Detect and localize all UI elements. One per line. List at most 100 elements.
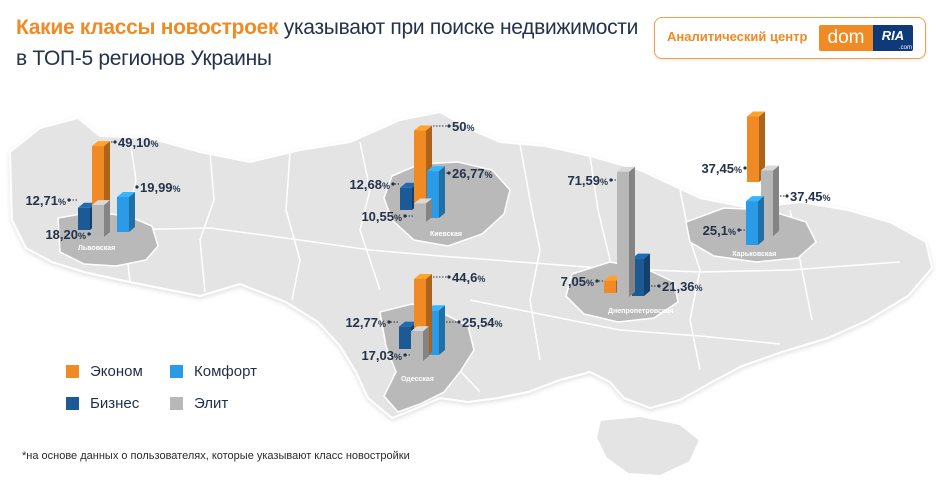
bar-front-odesa-elite bbox=[411, 331, 423, 361]
bar-top-kharkiv-econom bbox=[747, 111, 765, 117]
value-label-kyiv-econom: 50% bbox=[433, 119, 474, 134]
bar-top-odesa-econom bbox=[414, 273, 432, 279]
leader-dot-odesa-econom bbox=[447, 275, 451, 279]
bar-kharkiv-comfort bbox=[746, 196, 764, 245]
value-text-kyiv-econom: 50% bbox=[452, 119, 474, 134]
chart-title: Какие классы новостроек указывают при по… bbox=[16, 12, 638, 74]
legend-swatch-econom bbox=[66, 365, 79, 378]
value-text-odesa-econom: 44,6% bbox=[452, 270, 485, 285]
value-label-lviv-comfort: 19,99% bbox=[135, 180, 181, 195]
value-label-dnipro-econom: 7,05% bbox=[561, 274, 603, 289]
value-label-odesa-business: 12,77% bbox=[345, 315, 398, 330]
value-label-odesa-comfort: 25,54% bbox=[446, 315, 503, 330]
leader-dot-kharkiv-comfort bbox=[737, 228, 741, 232]
value-label-odesa-elite: 17,03% bbox=[361, 348, 410, 363]
bar-top-kharkiv-comfort bbox=[746, 196, 764, 202]
value-text-lviv-business: 12,71% bbox=[25, 193, 66, 208]
value-text-odesa-elite: 17,03% bbox=[361, 348, 402, 363]
value-text-dnipro-econom: 7,05% bbox=[561, 274, 594, 289]
value-text-dnipro-elite: 71,59% bbox=[567, 173, 608, 188]
value-label-kharkiv-econom: 37,45% bbox=[701, 161, 747, 176]
value-text-kharkiv-elite: 37,45% bbox=[790, 189, 831, 204]
ukraine-outline bbox=[8, 110, 934, 420]
bar-top-dnipro-business bbox=[632, 253, 650, 259]
crimea bbox=[594, 414, 702, 478]
bar-front-kharkiv-econom bbox=[747, 116, 759, 182]
bar-top-lviv-business bbox=[78, 202, 96, 208]
legend-label-business: Бизнес bbox=[90, 395, 140, 412]
value-text-kharkiv-comfort: 25,1% bbox=[703, 223, 736, 238]
bar-top-kharkiv-elite bbox=[761, 165, 779, 171]
leader-dot-odesa-business bbox=[387, 320, 391, 324]
bar-top-lviv-elite bbox=[92, 200, 110, 206]
legend-label-econom: Эконом bbox=[90, 363, 143, 380]
bar-front-kyiv-elite bbox=[414, 203, 426, 222]
bar-front-kyiv-business bbox=[400, 187, 412, 210]
value-text-kharkiv-econom: 37,45% bbox=[701, 161, 742, 176]
value-label-kharkiv-comfort: 25,1% bbox=[703, 223, 745, 238]
bar-front-dnipro-elite bbox=[617, 171, 629, 297]
bar-top-odesa-elite bbox=[411, 326, 429, 332]
value-text-kyiv-comfort: 26,77% bbox=[452, 166, 493, 181]
value-text-kyiv-elite: 10,55% bbox=[361, 209, 402, 224]
bar-top-kyiv-comfort bbox=[427, 166, 445, 172]
bar-front-lviv-elite bbox=[92, 205, 104, 237]
legend-label-comfort: Комфорт bbox=[194, 363, 257, 380]
brand-logo-ria: RIA bbox=[873, 25, 913, 51]
leader-dot-lviv-comfort bbox=[135, 185, 139, 189]
value-label-lviv-econom: 49,10% bbox=[111, 135, 159, 150]
region-name-odesa: Одесская bbox=[401, 376, 434, 383]
bar-side-kharkiv-elite bbox=[773, 165, 779, 236]
bar-side-lviv-comfort bbox=[129, 192, 135, 232]
leader-dot-lviv-business bbox=[67, 198, 71, 202]
bar-side-odesa-comfort bbox=[439, 305, 445, 355]
brand-badge: Аналитический центр dom RIA .com bbox=[654, 17, 926, 59]
bar-kyiv-elite bbox=[414, 198, 432, 222]
bar-top-lviv-econom bbox=[92, 141, 110, 147]
leader-dot-lviv-econom bbox=[113, 140, 117, 144]
title-highlight: Какие классы новостроек bbox=[16, 16, 279, 39]
region-name-kharkiv: Харьковская bbox=[732, 251, 776, 258]
leader-dot-kyiv-business bbox=[391, 182, 395, 186]
bar-top-odesa-business bbox=[399, 321, 417, 327]
bar-front-kharkiv-comfort bbox=[746, 201, 758, 245]
value-label-odesa-econom: 44,6% bbox=[433, 270, 485, 285]
bar-side-kharkiv-comfort bbox=[758, 196, 764, 245]
bar-front-dnipro-econom bbox=[604, 280, 616, 293]
leader-dot-kyiv-elite bbox=[403, 214, 407, 218]
value-text-odesa-comfort: 25,54% bbox=[462, 315, 503, 330]
legend-swatch-comfort bbox=[170, 365, 183, 378]
bar-side-odesa-elite bbox=[423, 326, 429, 361]
title-line-2: в ТОП-5 регионов Украины bbox=[16, 47, 272, 70]
leader-dot-kharkiv-econom bbox=[743, 166, 747, 170]
bar-lviv-comfort bbox=[117, 192, 135, 232]
bar-top-kyiv-elite bbox=[414, 198, 432, 204]
bar-front-lviv-business bbox=[78, 207, 90, 230]
bar-lviv-elite bbox=[92, 200, 110, 237]
bar-top-dnipro-elite bbox=[617, 166, 635, 172]
footnote: *на основе данных о пользователях, котор… bbox=[22, 450, 410, 462]
value-label-dnipro-elite: 71,59% bbox=[567, 173, 616, 188]
value-text-lviv-comfort: 19,99% bbox=[140, 180, 181, 195]
bar-kharkiv-econom bbox=[747, 111, 765, 182]
brand-logo-dom: dom bbox=[819, 25, 873, 51]
bar-side-kyiv-elite bbox=[426, 198, 432, 222]
leader-dot-lviv-elite bbox=[87, 232, 91, 236]
value-label-lviv-elite: 18,20% bbox=[45, 227, 91, 242]
region-name-dnipro: Днепропетровская bbox=[608, 308, 673, 315]
bar-top-kyiv-econom bbox=[414, 125, 432, 131]
legend: Эконом Комфорт Бизнес Элит bbox=[66, 363, 286, 425]
value-label-kyiv-comfort: 26,77% bbox=[446, 166, 493, 181]
value-label-dnipro-business: 21,36% bbox=[651, 279, 703, 294]
bar-front-kyiv-econom bbox=[414, 130, 426, 218]
value-label-lviv-business: 12,71% bbox=[25, 193, 77, 208]
leader-dot-dnipro-elite bbox=[609, 178, 613, 182]
leader-dot-kyiv-econom bbox=[447, 124, 451, 128]
region-name-kyiv: Киевская bbox=[430, 231, 462, 238]
leader-dot-kyiv-comfort bbox=[447, 171, 451, 175]
leader-dot-dnipro-econom bbox=[595, 279, 599, 283]
value-label-kharkiv-elite: 37,45% bbox=[780, 189, 831, 204]
bar-top-lviv-comfort bbox=[117, 192, 135, 198]
leader-dot-kharkiv-elite bbox=[785, 194, 789, 198]
